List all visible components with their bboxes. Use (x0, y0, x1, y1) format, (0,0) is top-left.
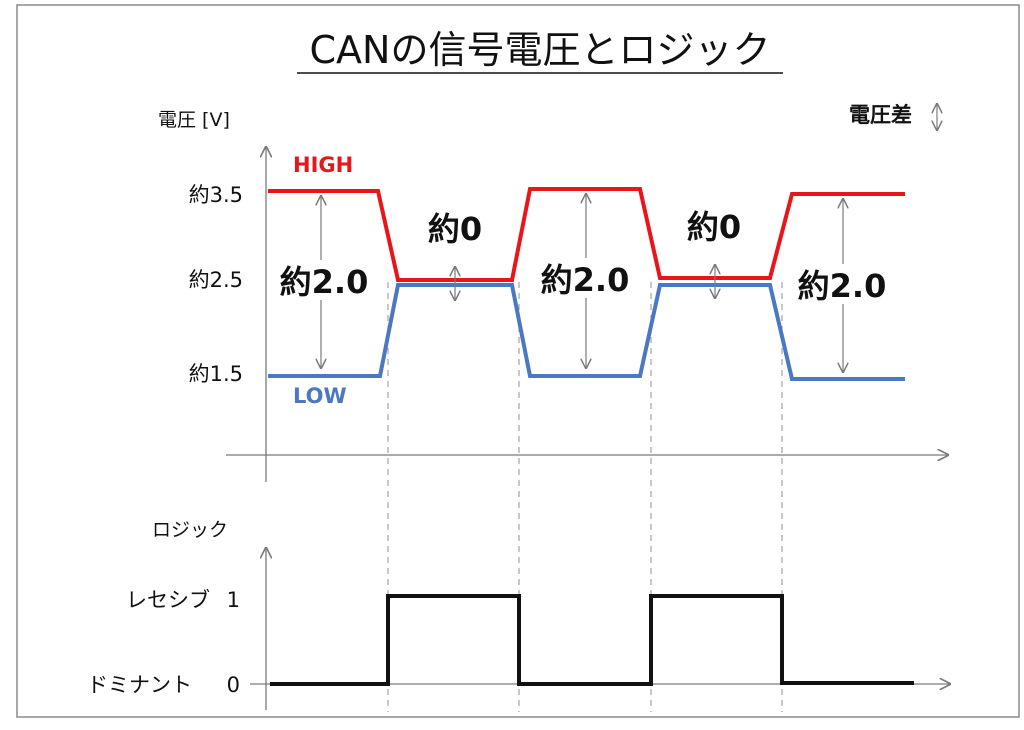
diff-label-1: 約2.0 (280, 263, 369, 301)
logic-waveform (270, 594, 914, 686)
tick-2-5: 約2.5 (189, 268, 243, 292)
diff-label-5: 約2.0 (798, 267, 887, 305)
diff-label-3: 約2.0 (541, 261, 630, 299)
logic-level-1-value: 1 (227, 588, 240, 612)
diff-label-4: 約0 (687, 208, 741, 246)
logic-axis-label: ロジック (152, 519, 228, 541)
tick-1-5: 約1.5 (189, 362, 243, 386)
diff-label-bg-5 (794, 264, 890, 304)
tick-3-5: 約3.5 (189, 183, 243, 207)
diff-label-bg-1 (276, 260, 372, 300)
can-high-waveform (268, 187, 905, 282)
voltage-axis-label: 電圧 [V] (158, 109, 230, 131)
can-low-waveform (268, 283, 905, 381)
logic-level-0-name: ドミナント (87, 673, 192, 697)
low-label: LOW (293, 384, 347, 408)
outer-frame (16, 4, 1020, 718)
high-label: HIGH (293, 153, 353, 177)
diff-label-2: 約0 (428, 210, 482, 248)
diff-label-bg-3 (537, 258, 633, 298)
logic-level-1-name: レセシブ (126, 588, 210, 612)
logic-level-0-value: 0 (227, 673, 240, 697)
voltage-diff-legend-label: 電圧差 (849, 103, 912, 127)
diagram-title: CANの信号電圧とロジック (310, 28, 771, 72)
